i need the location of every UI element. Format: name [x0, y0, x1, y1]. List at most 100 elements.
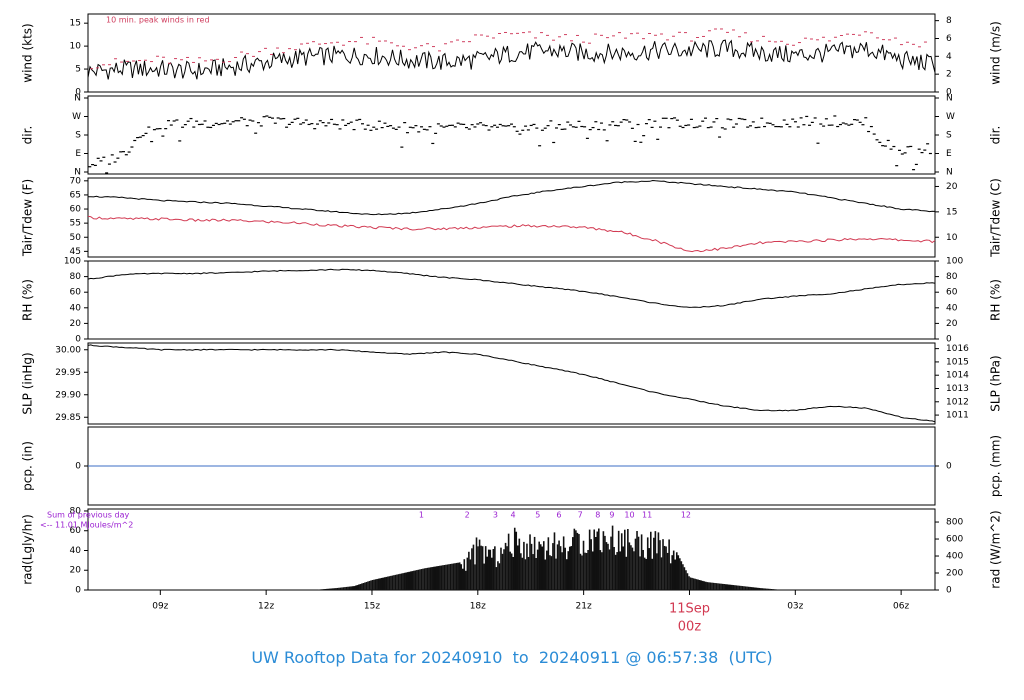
y-axis-title-right: wind (m/s)	[989, 21, 1003, 85]
y-tick-label-left: 20	[70, 566, 82, 576]
hour-mark: 10	[624, 511, 634, 520]
y-tick-label-left: S	[75, 131, 81, 141]
relative-humidity-line	[87, 268, 936, 308]
y-tick-label-right: 100	[946, 257, 963, 267]
y-tick-label-right: 400	[946, 552, 963, 562]
hour-mark: 4	[511, 511, 516, 520]
y-axis-title-left: RH (%)	[21, 279, 35, 321]
y-tick-label-left: 80	[70, 272, 82, 282]
y-tick-label-right: 8	[946, 16, 952, 26]
y-tick-label-right: 40	[946, 303, 958, 313]
y-tick-label-left: 60	[70, 205, 82, 215]
y-tick-label-right: 6	[946, 34, 952, 44]
y-tick-label-right: 60	[946, 288, 958, 298]
y-tick-label-right: W	[946, 112, 955, 122]
radiation-sum-note: Sum of previous day	[47, 511, 129, 520]
y-tick-label-left: 65	[70, 190, 81, 200]
y-tick-label-left: 40	[70, 546, 82, 556]
hour-mark: 2	[465, 511, 470, 520]
y-tick-label-left: 30.00	[55, 345, 81, 355]
x-tick-label: 06z	[893, 602, 909, 612]
y-tick-label-left: 15	[70, 19, 81, 29]
y-tick-label-right: 20	[946, 319, 958, 329]
y-axis-title-left: dir.	[21, 126, 35, 145]
figure-footer: UW Rooftop Data for 20240910 to 20240911…	[0, 648, 1024, 667]
panel-frame-dir	[87, 95, 936, 175]
y-tick-label-right: 1011	[946, 411, 969, 421]
y-tick-label-left: 45	[70, 247, 81, 257]
panel-frame-slp	[87, 342, 936, 425]
y-tick-label-right: 800	[946, 518, 963, 528]
y-axis-title-right: pcp. (mm)	[989, 435, 1003, 497]
y-tick-label-left: 80	[70, 506, 82, 516]
x-tick-label: 03z	[787, 602, 803, 612]
y-tick-label-right: S	[946, 131, 952, 141]
y-tick-label-left: 60	[70, 288, 82, 298]
y-tick-label-left: E	[75, 149, 81, 159]
hour-mark: 6	[556, 511, 561, 520]
y-axis-title-left: pcp. (in)	[21, 441, 35, 491]
y-tick-label-right: 0	[946, 462, 952, 472]
hour-mark: 9	[609, 511, 614, 520]
peak-wind-note: 10 min. peak winds in red	[106, 16, 210, 25]
y-axis-title-left: Tair/Tdew (F)	[21, 179, 35, 257]
panel-frame-wind	[87, 13, 936, 93]
y-tick-label-right: N	[946, 168, 953, 178]
y-axis-title-right: dir.	[989, 126, 1003, 145]
x-tick-label: 18z	[470, 602, 486, 612]
y-axis-title-right: rad (W/m^2)	[989, 510, 1003, 588]
y-tick-label-left: 29.85	[55, 413, 81, 423]
sea-level-pressure-line	[87, 344, 936, 423]
y-tick-label-left: N	[74, 94, 81, 104]
y-tick-label-right: 1014	[946, 371, 969, 381]
y-axis-title-left: wind (kts)	[21, 23, 35, 82]
footer-time: 06:57:38	[646, 648, 719, 667]
y-tick-label-right: 80	[946, 272, 958, 282]
footer-at: @	[620, 648, 647, 667]
x-tick-label: 09z	[152, 602, 168, 612]
hour-mark: 12	[681, 511, 691, 520]
y-tick-label-left: W	[72, 112, 81, 122]
date-sub-label: 00z	[678, 620, 702, 635]
footer-timezone: (UTC)	[718, 648, 773, 667]
y-tick-label-right: 0	[946, 335, 952, 345]
y-tick-label-right: N	[946, 94, 953, 104]
y-tick-label-right: 200	[946, 569, 963, 579]
y-tick-label-right: 20	[946, 182, 958, 192]
footer-prefix: UW Rooftop Data for	[251, 648, 421, 667]
y-tick-label-right: 10	[946, 233, 958, 243]
radiation-sum-value: <-- 11.01 MJoules/m^2	[40, 521, 133, 530]
y-axis-title-left: rad(Lgly/hr)	[21, 514, 35, 585]
y-tick-label-left: 60	[70, 526, 82, 536]
y-tick-label-left: 40	[70, 303, 82, 313]
y-axis-title-right: RH (%)	[989, 279, 1003, 321]
x-tick-label: 21z	[576, 602, 592, 612]
y-tick-label-left: 0	[75, 88, 81, 98]
y-tick-label-left: 29.90	[55, 390, 81, 400]
y-tick-label-right: 1012	[946, 397, 969, 407]
y-tick-label-right: 15	[946, 207, 957, 217]
y-tick-label-right: 2	[946, 70, 952, 80]
y-tick-label-right: 4	[946, 52, 952, 62]
hour-mark: 11	[642, 511, 652, 520]
y-tick-label-left: 0	[75, 586, 81, 596]
y-axis-title-left: SLP (inHg)	[21, 352, 35, 414]
date-label: 11Sep	[669, 602, 710, 617]
footer-end-date: 20240911	[538, 648, 621, 667]
air-temperature-line	[88, 179, 936, 216]
y-tick-label-right: 0	[946, 586, 952, 596]
hour-mark: 7	[578, 511, 583, 520]
y-tick-label-left: 0	[75, 335, 81, 345]
y-tick-label-right: 1015	[946, 357, 969, 367]
y-tick-label-left: 0	[75, 462, 81, 472]
hour-mark: 1	[419, 511, 424, 520]
y-tick-label-left: 55	[70, 219, 81, 229]
y-tick-label-left: 5	[75, 65, 81, 75]
x-tick-label: 15z	[364, 602, 380, 612]
y-tick-label-left: 100	[64, 257, 81, 267]
panel-frame-rh	[87, 260, 936, 340]
panel-frame-temp	[87, 177, 936, 258]
y-tick-label-left: 70	[70, 176, 82, 186]
footer-start-date: 20240910	[420, 648, 503, 667]
